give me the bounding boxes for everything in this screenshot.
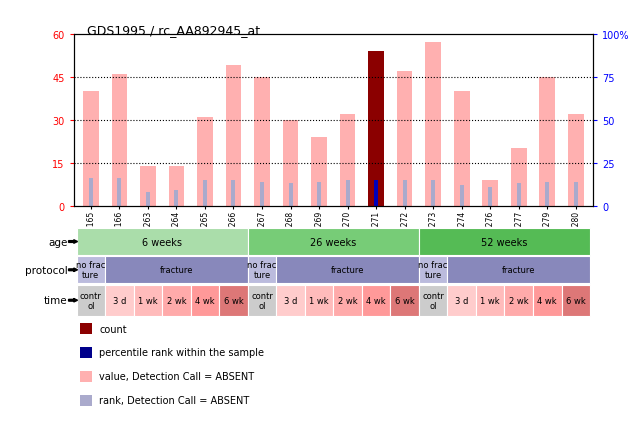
Bar [431,181,435,206]
Bar [511,149,527,206]
Text: 2 wk: 2 wk [509,296,529,305]
Bar [504,285,533,316]
Bar [247,285,276,316]
Text: fracture: fracture [331,266,364,275]
Bar [454,92,470,206]
Bar [419,228,590,256]
Text: 2 wk: 2 wk [167,296,187,305]
Bar [369,52,384,206]
Text: 1 wk: 1 wk [309,296,329,305]
Bar [105,256,247,284]
Bar [247,256,276,284]
Bar [333,285,362,316]
Text: percentile rank within the sample: percentile rank within the sample [99,348,264,358]
Text: count: count [99,324,127,334]
Text: rank, Detection Call = ABSENT: rank, Detection Call = ABSENT [99,395,249,405]
Bar [397,72,413,206]
Bar [247,228,419,256]
Bar [83,92,99,206]
Text: 4 wk: 4 wk [366,296,386,305]
Bar [105,285,133,316]
Bar [112,75,127,206]
Bar [276,285,304,316]
Bar [169,166,184,206]
Text: 2 wk: 2 wk [338,296,358,305]
Bar [89,179,93,206]
Bar [403,181,406,206]
Text: value, Detection Call = ABSENT: value, Detection Call = ABSENT [99,372,254,381]
Bar [362,285,390,316]
Text: fracture: fracture [502,266,535,275]
Bar [447,256,590,284]
Bar [312,138,327,206]
Bar [390,285,419,316]
Text: 52 weeks: 52 weeks [481,237,528,247]
Text: contr
ol: contr ol [80,291,102,310]
Bar [517,184,520,206]
Bar [133,285,162,316]
Bar [117,179,121,206]
Text: 3 d: 3 d [455,296,469,305]
Text: 1 wk: 1 wk [480,296,500,305]
Bar [447,285,476,316]
Text: contr
ol: contr ol [251,291,273,310]
Text: 6 wk: 6 wk [224,296,244,305]
Bar [174,191,178,206]
Bar [426,43,441,206]
Bar [254,78,270,206]
Bar [76,228,247,256]
Text: 6 wk: 6 wk [395,296,415,305]
Text: time: time [44,296,67,306]
Bar [76,256,105,284]
Bar [162,285,190,316]
Text: contr
ol: contr ol [422,291,444,310]
Text: no frac
ture: no frac ture [76,260,106,280]
Text: 26 weeks: 26 weeks [310,237,356,247]
Bar [476,285,504,316]
Bar [460,186,463,206]
Bar [488,187,492,206]
Text: no frac
ture: no frac ture [419,260,448,280]
Bar [76,285,105,316]
Bar [288,184,292,206]
Text: 6 wk: 6 wk [566,296,586,305]
Bar [219,285,247,316]
Bar [140,166,156,206]
Text: protocol: protocol [24,265,67,275]
Text: age: age [48,237,67,247]
Bar [568,115,584,206]
Text: fracture: fracture [160,266,193,275]
Bar [260,182,264,206]
Bar [190,285,219,316]
Bar [317,182,321,206]
Bar [304,285,333,316]
Bar [562,285,590,316]
Text: 6 weeks: 6 weeks [142,237,182,247]
Bar [226,66,241,206]
Bar [545,182,549,206]
Text: GDS1995 / rc_AA892945_at: GDS1995 / rc_AA892945_at [87,24,260,37]
Bar [483,181,498,206]
Bar [419,285,447,316]
Bar [419,256,447,284]
Bar [283,120,298,206]
Bar [197,118,213,206]
Bar [231,181,235,206]
Text: no frac
ture: no frac ture [247,260,277,280]
Bar [374,181,378,206]
Text: 4 wk: 4 wk [195,296,215,305]
Bar [276,256,419,284]
Bar [540,78,555,206]
Text: 3 d: 3 d [284,296,297,305]
Bar [340,115,355,206]
Text: 4 wk: 4 wk [537,296,557,305]
Text: 1 wk: 1 wk [138,296,158,305]
Bar [146,192,150,206]
Text: 3 d: 3 d [113,296,126,305]
Bar [574,182,578,206]
Bar [345,181,349,206]
Bar [533,285,562,316]
Bar [203,181,207,206]
